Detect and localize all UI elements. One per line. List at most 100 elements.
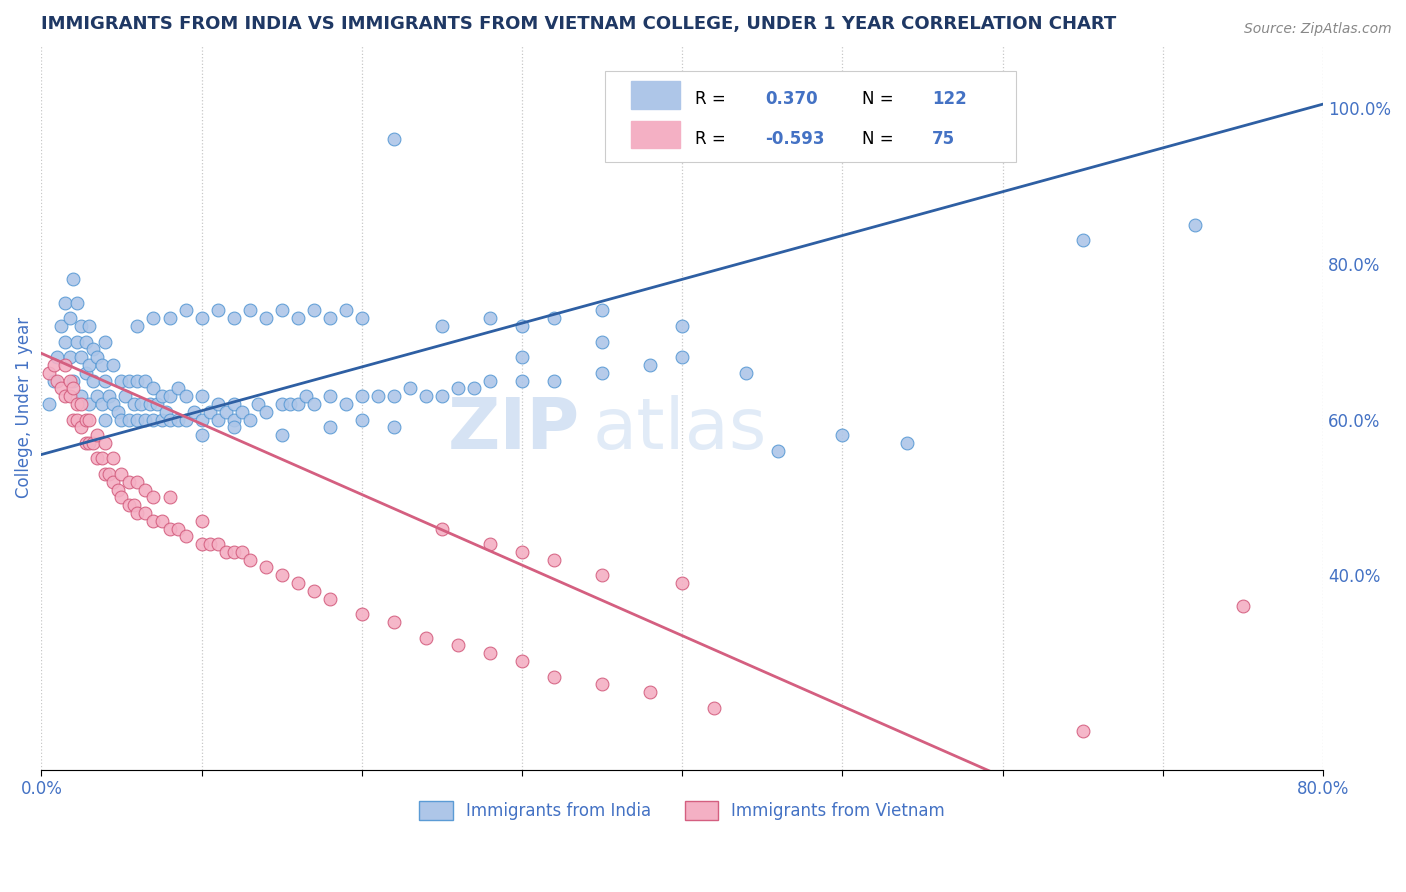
Point (174, 529, 197, 543)
Point (174, 389, 197, 403)
Point (118, 498, 141, 512)
Point (86, 428, 108, 442)
Point (134, 483, 156, 497)
Point (75, 334, 97, 349)
Point (110, 491, 132, 505)
Point (543, 311, 565, 326)
Point (270, 428, 292, 442)
Point (134, 506, 156, 520)
Point (350, 412, 373, 426)
Point (118, 475, 141, 489)
Point (62, 381, 84, 395)
Point (254, 560, 277, 574)
Point (159, 389, 181, 403)
Point (38, 366, 60, 380)
Point (254, 311, 277, 326)
Point (350, 607, 373, 622)
Point (70, 319, 93, 334)
Point (896, 436, 918, 450)
Point (70, 397, 93, 411)
Point (174, 303, 197, 318)
Point (190, 412, 212, 426)
Point (103, 397, 125, 411)
Point (59, 389, 82, 403)
Point (70, 389, 93, 403)
Point (127, 506, 149, 520)
Point (75, 366, 97, 380)
Point (222, 397, 245, 411)
Point (122, 498, 145, 512)
Point (335, 397, 357, 411)
Point (142, 412, 165, 426)
Point (382, 420, 405, 434)
Point (591, 303, 613, 318)
Point (53, 295, 76, 310)
Point (768, 443, 790, 458)
Point (142, 491, 165, 505)
Point (214, 545, 236, 559)
Point (671, 319, 693, 334)
Point (91, 358, 114, 372)
Point (53, 389, 76, 403)
Point (287, 576, 309, 591)
Point (382, 389, 405, 403)
Point (319, 311, 342, 326)
Point (86, 350, 108, 364)
Point (134, 374, 156, 388)
Point (190, 428, 212, 442)
Text: 0.370: 0.370 (765, 90, 818, 108)
Point (70, 420, 93, 434)
Point (350, 311, 373, 326)
Point (190, 514, 212, 528)
Point (65, 412, 87, 426)
Text: Source: ZipAtlas.com: Source: ZipAtlas.com (1244, 22, 1392, 37)
Point (118, 374, 141, 388)
Point (122, 397, 145, 411)
Bar (631, 120, 679, 148)
Point (190, 537, 212, 551)
Point (97, 467, 120, 481)
Point (44, 358, 66, 372)
Point (38, 397, 60, 411)
Point (79, 436, 101, 450)
Point (94, 436, 117, 450)
Point (166, 412, 188, 426)
Point (155, 405, 177, 419)
Point (1184, 218, 1206, 232)
Point (118, 412, 141, 426)
Point (463, 381, 485, 395)
Point (543, 374, 565, 388)
Point (159, 311, 181, 326)
Point (302, 303, 325, 318)
Point (75, 412, 97, 426)
Point (82, 343, 104, 357)
Point (1071, 233, 1094, 247)
Point (270, 303, 292, 318)
Point (415, 389, 437, 403)
Point (190, 311, 212, 326)
Point (94, 374, 117, 388)
FancyBboxPatch shape (606, 71, 1015, 161)
Point (415, 631, 437, 645)
Point (91, 397, 114, 411)
Point (62, 374, 84, 388)
Point (65, 397, 87, 411)
Point (97, 389, 120, 403)
Point (114, 389, 136, 403)
Point (1232, 599, 1254, 614)
Point (239, 412, 262, 426)
Point (79, 319, 101, 334)
Point (159, 522, 181, 536)
Point (198, 537, 221, 551)
Text: N =: N = (862, 90, 893, 108)
Point (478, 646, 501, 660)
Text: 122: 122 (932, 90, 967, 108)
Point (319, 420, 342, 434)
Point (103, 475, 125, 489)
Point (447, 639, 470, 653)
Point (59, 311, 82, 326)
Point (127, 374, 149, 388)
Text: IMMIGRANTS FROM INDIA VS IMMIGRANTS FROM VIETNAM COLLEGE, UNDER 1 YEAR CORRELATI: IMMIGRANTS FROM INDIA VS IMMIGRANTS FROM… (41, 15, 1116, 33)
Point (94, 412, 117, 426)
Point (86, 389, 108, 403)
